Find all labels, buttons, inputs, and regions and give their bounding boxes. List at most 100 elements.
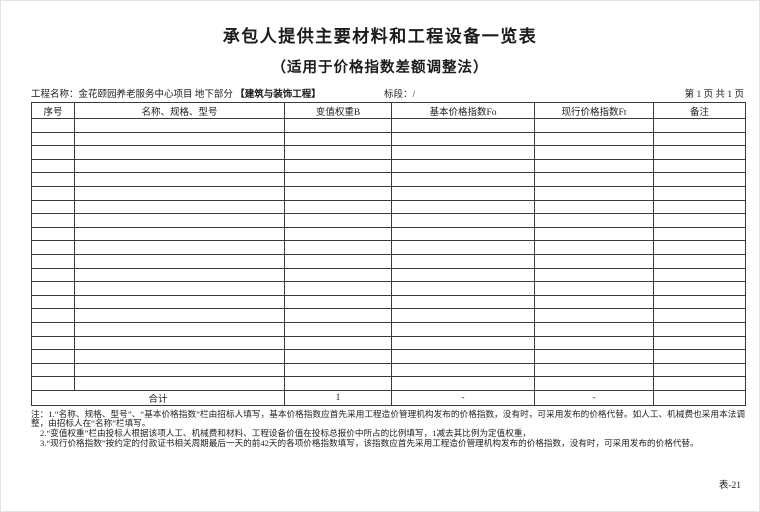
- empty-cell: [391, 199, 535, 215]
- empty-cell: [284, 335, 392, 351]
- empty-cell: [284, 267, 392, 283]
- empty-cell: [391, 145, 535, 160]
- section-value: /: [412, 90, 416, 100]
- table-row: [31, 172, 746, 187]
- table-header-row: 序号 名称、规格、型号 变值权重B 基本价格指数Fo 现行价格指数Ft 备注: [31, 102, 746, 119]
- empty-cell: [31, 199, 75, 215]
- empty-cell: [391, 118, 535, 133]
- table-row: [31, 226, 746, 242]
- empty-cell: [534, 308, 654, 323]
- empty-cell: [284, 308, 392, 323]
- empty-cell: [534, 376, 654, 391]
- col-header-remarks: 备注: [653, 102, 746, 119]
- footnote-3: 3.“现行价格指数”按约定的付款证书相关周期最后一天的前42天的各项价格指数填写…: [40, 437, 699, 448]
- empty-cell: [534, 281, 654, 296]
- empty-cell: [284, 118, 392, 133]
- table-row: [31, 131, 746, 147]
- footnote-1: 注：1.“名称、规格、型号”、“基本价格指数”栏由招标人填写，基本价格指数应首先…: [31, 408, 745, 429]
- page-title: 承包人提供主要材料和工程设备一览表: [222, 27, 538, 46]
- empty-cell: [653, 158, 746, 174]
- empty-cell: [534, 213, 654, 228]
- table-row: [31, 145, 746, 160]
- total-current-index-cell: -: [534, 389, 654, 406]
- empty-cell: [284, 362, 392, 378]
- empty-cell: [74, 335, 285, 351]
- empty-cell: [284, 226, 392, 242]
- empty-cell: [391, 308, 535, 323]
- project-label: 工程名称：: [31, 90, 79, 100]
- empty-cell: [31, 145, 75, 160]
- empty-cell: [653, 240, 746, 255]
- empty-cell: [31, 253, 75, 269]
- empty-cell: [391, 362, 535, 378]
- empty-cell: [391, 267, 535, 283]
- empty-cell: [653, 199, 746, 215]
- empty-cell: [653, 185, 746, 201]
- empty-cell: [653, 308, 746, 323]
- empty-cell: [284, 294, 392, 310]
- empty-cell: [74, 362, 285, 378]
- page-subtitle: （适用于价格指数差额调整法）: [271, 60, 489, 76]
- empty-cell: [31, 376, 75, 391]
- table-row: [31, 240, 746, 255]
- empty-cell: [74, 240, 285, 255]
- empty-cell: [31, 349, 75, 364]
- empty-cell: [534, 185, 654, 201]
- empty-cell: [653, 362, 746, 378]
- project-name-line: 工程名称：金花颐园养老服务中心项目 地下部分 【建筑与装饰工程】: [31, 86, 321, 100]
- empty-cell: [653, 349, 746, 364]
- empty-cell: [284, 321, 392, 337]
- table-row: [31, 281, 746, 296]
- empty-cell: [653, 321, 746, 337]
- empty-cell: [31, 294, 75, 310]
- empty-cell: [653, 253, 746, 269]
- empty-cell: [534, 118, 654, 133]
- empty-cell: [534, 172, 654, 187]
- table-row: [31, 308, 746, 323]
- empty-cell: [653, 267, 746, 283]
- empty-cell: [284, 253, 392, 269]
- empty-cell: [653, 131, 746, 147]
- col-header-name-spec-model: 名称、规格、型号: [74, 102, 285, 119]
- empty-cell: [391, 321, 535, 337]
- empty-cell: [31, 158, 75, 174]
- table-row: [31, 118, 746, 133]
- empty-cell: [74, 281, 285, 296]
- empty-cell: [653, 294, 746, 310]
- empty-cell: [31, 240, 75, 255]
- total-base-index-cell: -: [391, 389, 535, 406]
- empty-cell: [391, 294, 535, 310]
- empty-cell: [31, 213, 75, 228]
- empty-cell: [534, 240, 654, 255]
- empty-cell: [653, 172, 746, 187]
- empty-cell: [534, 362, 654, 378]
- empty-cell: [31, 185, 75, 201]
- empty-cell: [534, 253, 654, 269]
- empty-cell: [284, 213, 392, 228]
- empty-cell: [653, 118, 746, 133]
- project-name: 金花颐园养老服务中心项目 地下部分: [78, 90, 236, 100]
- empty-cell: [74, 172, 285, 187]
- empty-cell: [74, 321, 285, 337]
- empty-cell: [391, 376, 535, 391]
- page-indicator: 第 1 页 共 1 页: [684, 90, 744, 100]
- empty-cell: [31, 321, 75, 337]
- table-row: [31, 335, 746, 351]
- table-row: [31, 376, 746, 391]
- col-header-weight-b: 变值权重B: [284, 102, 392, 119]
- table-row: [31, 253, 746, 269]
- empty-cell: [391, 226, 535, 242]
- table-row: [31, 321, 746, 337]
- empty-cell: [391, 213, 535, 228]
- empty-cell: [534, 321, 654, 337]
- section-label: 标段：: [384, 90, 413, 100]
- table-row: [31, 362, 746, 378]
- table-row: [31, 213, 746, 228]
- empty-cell: [31, 267, 75, 283]
- empty-cell: [391, 335, 535, 351]
- empty-cell: [284, 199, 392, 215]
- empty-cell: [31, 362, 75, 378]
- empty-cell: [74, 213, 285, 228]
- empty-cell: [653, 145, 746, 160]
